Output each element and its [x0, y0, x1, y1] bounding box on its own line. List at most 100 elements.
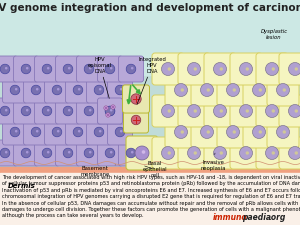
FancyBboxPatch shape	[107, 119, 133, 145]
Text: paedia: paedia	[242, 213, 271, 222]
FancyBboxPatch shape	[152, 137, 184, 169]
Circle shape	[105, 107, 107, 109]
Circle shape	[99, 130, 101, 133]
Circle shape	[0, 64, 10, 74]
Circle shape	[272, 151, 275, 155]
FancyBboxPatch shape	[165, 116, 197, 148]
Circle shape	[52, 127, 62, 137]
Circle shape	[131, 151, 134, 153]
FancyBboxPatch shape	[0, 140, 17, 166]
Circle shape	[295, 109, 298, 113]
FancyBboxPatch shape	[279, 95, 300, 127]
Circle shape	[10, 127, 20, 137]
Circle shape	[239, 104, 253, 117]
Circle shape	[42, 106, 52, 116]
Circle shape	[226, 126, 239, 139]
Circle shape	[84, 106, 94, 116]
FancyBboxPatch shape	[191, 74, 223, 106]
Circle shape	[272, 109, 275, 113]
FancyBboxPatch shape	[217, 116, 249, 148]
FancyBboxPatch shape	[0, 98, 17, 124]
Circle shape	[5, 67, 8, 70]
FancyBboxPatch shape	[118, 98, 143, 124]
Circle shape	[194, 151, 197, 155]
FancyBboxPatch shape	[98, 98, 122, 124]
Bar	[0, 0, 300, 75]
Circle shape	[63, 106, 73, 116]
FancyBboxPatch shape	[118, 140, 143, 166]
FancyBboxPatch shape	[44, 77, 70, 103]
Circle shape	[135, 146, 149, 160]
FancyBboxPatch shape	[152, 95, 184, 127]
Circle shape	[89, 151, 92, 153]
FancyBboxPatch shape	[267, 74, 299, 106]
Circle shape	[115, 127, 125, 137]
Bar	[0, 173, 300, 225]
Circle shape	[47, 67, 50, 70]
Circle shape	[175, 83, 188, 97]
FancyBboxPatch shape	[204, 137, 236, 169]
FancyBboxPatch shape	[152, 53, 184, 85]
Circle shape	[194, 67, 197, 71]
Circle shape	[161, 146, 175, 160]
Circle shape	[232, 130, 236, 134]
Circle shape	[63, 148, 73, 158]
FancyBboxPatch shape	[124, 107, 148, 133]
Circle shape	[253, 126, 266, 139]
Circle shape	[272, 67, 275, 71]
Text: Invasive
neoplasia: Invasive neoplasia	[200, 153, 226, 171]
Circle shape	[73, 127, 83, 137]
Text: Basement
membrane: Basement membrane	[80, 165, 116, 177]
Circle shape	[26, 151, 28, 153]
Circle shape	[84, 64, 94, 74]
Circle shape	[246, 67, 249, 71]
Circle shape	[115, 85, 125, 95]
FancyBboxPatch shape	[217, 74, 249, 106]
Circle shape	[168, 67, 171, 71]
Circle shape	[188, 63, 200, 76]
Text: HPV genome integration and development of carcinoma.: HPV genome integration and development o…	[0, 3, 300, 13]
FancyBboxPatch shape	[230, 95, 262, 127]
Circle shape	[68, 67, 70, 70]
FancyBboxPatch shape	[23, 119, 49, 145]
Circle shape	[207, 130, 210, 134]
FancyBboxPatch shape	[98, 98, 122, 124]
Circle shape	[21, 64, 31, 74]
FancyBboxPatch shape	[76, 98, 101, 124]
FancyBboxPatch shape	[86, 119, 112, 145]
Circle shape	[239, 63, 253, 76]
Circle shape	[104, 106, 108, 110]
Circle shape	[295, 151, 298, 155]
Circle shape	[31, 85, 41, 95]
Circle shape	[277, 126, 290, 139]
FancyBboxPatch shape	[191, 116, 223, 148]
FancyBboxPatch shape	[14, 140, 38, 166]
Text: immuno: immuno	[213, 213, 248, 222]
FancyBboxPatch shape	[256, 53, 288, 85]
FancyBboxPatch shape	[14, 98, 38, 124]
Circle shape	[175, 126, 188, 139]
Circle shape	[105, 106, 115, 116]
Text: HPV
episomal
DNA: HPV episomal DNA	[88, 57, 112, 98]
Circle shape	[289, 63, 300, 76]
Circle shape	[289, 104, 300, 117]
Circle shape	[15, 88, 17, 90]
FancyBboxPatch shape	[2, 119, 28, 145]
FancyBboxPatch shape	[122, 85, 149, 113]
Circle shape	[126, 148, 136, 158]
Circle shape	[232, 88, 236, 92]
Circle shape	[188, 146, 200, 160]
Bar	[0, 0, 300, 167]
Circle shape	[161, 104, 175, 117]
FancyBboxPatch shape	[107, 77, 133, 103]
FancyBboxPatch shape	[56, 56, 80, 82]
FancyBboxPatch shape	[56, 98, 80, 124]
FancyBboxPatch shape	[0, 56, 17, 82]
Circle shape	[26, 109, 28, 112]
Text: The development of cancer associated with high risk HPV types, such as HPV-16 an: The development of cancer associated wit…	[2, 175, 300, 218]
Circle shape	[99, 88, 101, 90]
FancyBboxPatch shape	[178, 53, 210, 85]
Circle shape	[220, 151, 223, 155]
Circle shape	[5, 151, 8, 153]
FancyBboxPatch shape	[65, 119, 91, 145]
